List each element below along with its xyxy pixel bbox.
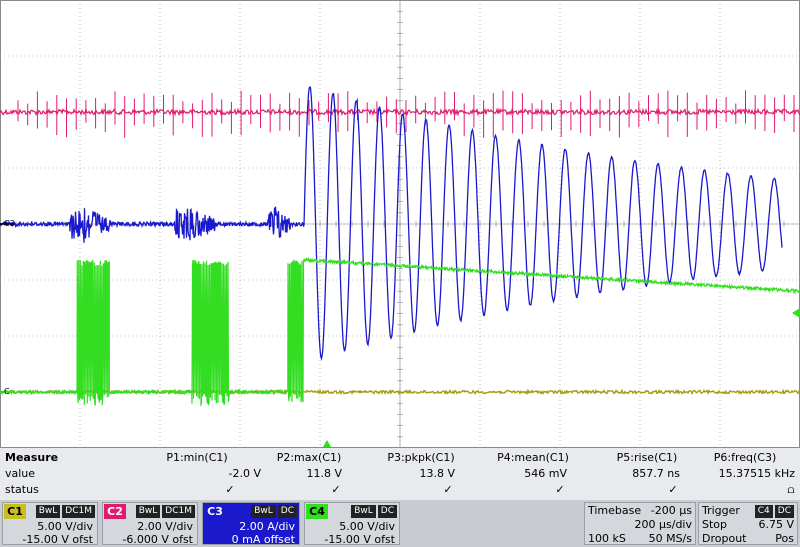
channel-c1-tag: C1 — [4, 504, 26, 519]
measure-value-row: value -2.0 V 11.8 V 13.8 V 546 mV 857.7 … — [0, 467, 800, 483]
channel-offset: -6.000 V ofst — [122, 533, 193, 546]
channel-c2-box[interactable]: C2 BwL DC1M 2.00 V/div -6.000 V ofst — [102, 502, 198, 546]
channel-scale: 5.00 V/div — [339, 520, 395, 533]
measure-panel: Measure P1:min(C1) P2:max(C1) P3:pkpk(C1… — [0, 448, 800, 500]
value-row-label: value — [5, 467, 36, 480]
channel-c4-box[interactable]: C4 BwL DC 5.00 V/div -15.00 V ofst — [304, 502, 400, 546]
trigger-slope: Pos — [775, 532, 794, 545]
channel-c3-tag: C3 — [204, 504, 226, 519]
trigger-coupling-badge: DC — [774, 505, 794, 518]
bandwidth-limit-badge: BwL — [251, 505, 276, 518]
param-name[interactable]: P1:min(C1) — [166, 451, 228, 464]
trigger-label: Trigger — [702, 504, 740, 517]
param-value: 11.8 V — [306, 467, 342, 480]
param-name[interactable]: P2:max(C1) — [276, 451, 342, 464]
channel-offset: 0 mA offset — [231, 533, 295, 546]
timebase-per-div: 200 µs/div — [634, 518, 692, 531]
trigger-source-badge: C4 — [754, 505, 773, 518]
param-name[interactable]: P5:rise(C1) — [616, 451, 678, 464]
channel-offset: -15.00 V ofst — [22, 533, 93, 546]
trigger-box[interactable]: Trigger C4 DC Stop 6.75 V Dropout Pos — [698, 502, 798, 545]
status-check-icon: ✓ — [225, 483, 235, 496]
waveform-plot: C3C — [0, 0, 800, 448]
coupling-badge: DC — [377, 505, 397, 518]
param-name[interactable]: P6:freq(C3) — [713, 451, 777, 464]
channel-c1-box[interactable]: C1 BwL DC1M 5.00 V/div -15.00 V ofst — [2, 502, 98, 546]
measure-header-row: Measure P1:min(C1) P2:max(C1) P3:pkpk(C1… — [0, 451, 800, 467]
trace-c3 — [0, 86, 783, 361]
bandwidth-limit-badge: BwL — [135, 505, 161, 518]
timebase-label: Timebase — [588, 504, 642, 517]
param-name[interactable]: P4:mean(C1) — [497, 451, 569, 464]
status-check-icon: ✓ — [443, 483, 453, 496]
measure-status-row: status ✓ ✓ ✓ ✓ ✓ ⩍ — [0, 483, 800, 499]
trace-markers: C3C — [0, 219, 800, 447]
param-name[interactable]: P3:pkpk(C1) — [387, 451, 455, 464]
channel-scale: 2.00 A/div — [239, 520, 295, 533]
trace-c1-line — [0, 256, 800, 408]
status-check-icon: ✓ — [668, 483, 678, 496]
trace-c2 — [0, 90, 800, 138]
timebase-samples: 100 kS — [588, 532, 626, 545]
timebase-delay: -200 µs — [650, 504, 692, 517]
channel-c2-tag: C2 — [104, 504, 126, 519]
status-check-icon: ✓ — [331, 483, 341, 496]
param-value: 13.8 V — [419, 467, 455, 480]
param-value: 546 mV — [524, 467, 567, 480]
trigger-level-marker — [792, 308, 800, 318]
coupling-badge: DC1M — [62, 505, 95, 518]
trace-c1 — [0, 256, 800, 408]
trigger-type: Dropout — [702, 532, 747, 545]
trigger-position-marker — [323, 440, 331, 447]
trigger-mode: Stop — [702, 518, 728, 531]
timebase-rate: 50 MS/s — [648, 532, 692, 545]
coupling-badge: DC — [277, 505, 297, 518]
channel-offset: -15.00 V ofst — [324, 533, 395, 546]
channel-bar: C1 BwL DC1M 5.00 V/div -15.00 V ofst C2 … — [0, 500, 800, 547]
trace-marker-c1: C — [4, 387, 10, 396]
coupling-badge: DC1M — [162, 505, 195, 518]
bandwidth-limit-badge: BwL — [351, 505, 376, 518]
param-value: 15.37515 kHz — [718, 467, 795, 480]
param-value: -2.0 V — [228, 467, 261, 480]
channel-c3-box[interactable]: C3 BwL DC 2.00 A/div 0 mA offset — [202, 502, 300, 546]
measure-title: Measure — [5, 451, 59, 464]
status-row-label: status — [5, 483, 39, 496]
bandwidth-limit-badge: BwL — [35, 505, 61, 518]
trace-c2-line — [0, 107, 800, 117]
status-icon: ⩍ — [787, 483, 795, 496]
channel-scale: 2.00 V/div — [137, 520, 193, 533]
timebase-box[interactable]: Timebase -200 µs 200 µs/div 100 kS 50 MS… — [584, 502, 696, 545]
param-value: 857.7 ns — [632, 467, 680, 480]
oscilloscope-display: C3C — [0, 0, 800, 448]
trace-c3-line — [0, 86, 783, 361]
channel-scale: 5.00 V/div — [37, 520, 93, 533]
status-check-icon: ✓ — [555, 483, 565, 496]
channel-c4-tag: C4 — [306, 504, 328, 519]
trigger-level: 6.75 V — [758, 518, 794, 531]
